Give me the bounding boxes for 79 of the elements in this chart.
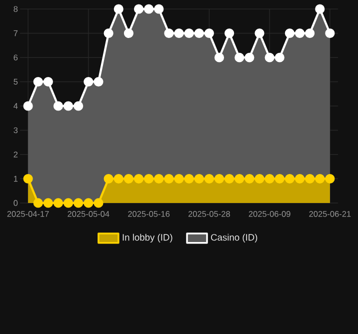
- point: [53, 101, 64, 111]
- point: [134, 174, 144, 184]
- point: [154, 4, 164, 14]
- point: [74, 198, 84, 208]
- point: [204, 174, 214, 184]
- x-tick-label: 2025-05-16: [128, 211, 170, 217]
- point: [104, 28, 114, 38]
- point: [194, 174, 204, 184]
- y-tick-label: 0: [14, 200, 18, 206]
- point: [284, 28, 294, 38]
- point: [74, 101, 84, 111]
- point: [224, 174, 234, 184]
- point: [23, 174, 33, 184]
- point: [254, 174, 264, 184]
- y-tick-label: 3: [14, 127, 18, 134]
- x-tick-label: 2025-05-28: [188, 211, 230, 217]
- point: [305, 28, 315, 38]
- point: [174, 174, 184, 184]
- point: [84, 76, 94, 87]
- point: [184, 174, 194, 184]
- point: [325, 28, 335, 38]
- point: [284, 174, 294, 184]
- y-tick-label: 6: [14, 54, 18, 60]
- y-tick-label: 4: [14, 103, 18, 109]
- y-tick-label: 7: [14, 30, 18, 36]
- point: [294, 174, 305, 184]
- point: [305, 174, 315, 184]
- y-tick-label: 8: [14, 6, 18, 12]
- point: [33, 76, 43, 87]
- point: [94, 198, 104, 208]
- point: [274, 52, 284, 62]
- point: [224, 28, 234, 38]
- point: [315, 4, 325, 14]
- point: [94, 76, 104, 87]
- point: [23, 101, 33, 111]
- point: [234, 52, 244, 62]
- point: [134, 4, 144, 14]
- point: [124, 28, 134, 38]
- point: [43, 76, 53, 87]
- point: [325, 174, 335, 184]
- point: [204, 28, 214, 38]
- point: [53, 198, 64, 208]
- point: [104, 174, 114, 184]
- point: [154, 174, 164, 184]
- point: [164, 174, 174, 184]
- point: [214, 174, 224, 184]
- point: [254, 28, 264, 38]
- y-tick-label: 2: [14, 152, 18, 158]
- point: [164, 28, 174, 38]
- point: [144, 4, 154, 14]
- point: [194, 28, 204, 38]
- legend-label: In lobby (ID): [122, 234, 172, 243]
- point: [174, 28, 184, 38]
- point: [214, 52, 224, 62]
- point: [315, 174, 325, 184]
- x-tick-label: 2025-06-09: [248, 211, 290, 217]
- point: [124, 174, 134, 184]
- point: [84, 198, 94, 208]
- x-tick-label: 2025-04-17: [7, 211, 49, 217]
- x-tick-label: 2025-05-04: [68, 211, 110, 217]
- point: [294, 28, 305, 38]
- y-tick-label: 5: [14, 78, 18, 85]
- point: [264, 52, 274, 62]
- point: [114, 174, 124, 184]
- point: [184, 28, 194, 38]
- point: [43, 198, 53, 208]
- point: [64, 198, 74, 208]
- point: [234, 174, 244, 184]
- y-tick-label: 1: [14, 176, 18, 182]
- point: [33, 198, 43, 208]
- point: [244, 174, 254, 184]
- point: [64, 101, 74, 111]
- point: [144, 174, 154, 184]
- x-tick-label: 2025-06-21: [309, 211, 351, 217]
- point: [264, 174, 274, 184]
- point: [244, 52, 254, 62]
- legend-label: Casino (ID): [211, 234, 258, 242]
- point: [274, 174, 284, 184]
- point: [114, 4, 124, 14]
